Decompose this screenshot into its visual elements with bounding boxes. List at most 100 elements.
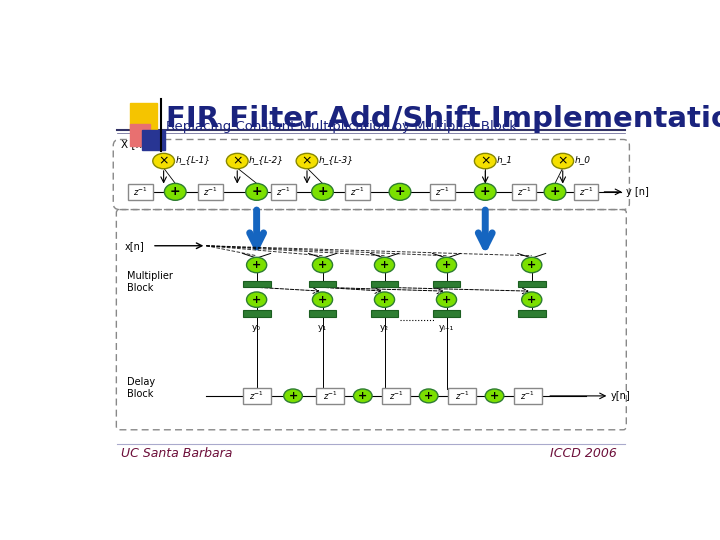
Bar <box>431 184 455 200</box>
Bar <box>198 184 222 200</box>
Text: $z^{-1}$: $z^{-1}$ <box>203 186 217 198</box>
Ellipse shape <box>419 389 438 403</box>
Text: $z^{-1}$: $z^{-1}$ <box>516 186 531 198</box>
Ellipse shape <box>246 257 266 273</box>
Text: +: + <box>480 185 490 198</box>
Text: yₗ₋₁: yₗ₋₁ <box>439 323 454 332</box>
Text: y₁: y₁ <box>318 323 327 332</box>
Ellipse shape <box>544 184 566 200</box>
Bar <box>243 281 271 287</box>
Bar <box>382 388 410 403</box>
Text: ×: × <box>158 154 169 167</box>
Ellipse shape <box>436 292 456 307</box>
Text: +: + <box>549 185 560 198</box>
Text: y₂: y₂ <box>380 323 389 332</box>
Bar <box>128 184 153 200</box>
Bar <box>574 184 598 200</box>
Text: ×: × <box>480 154 490 167</box>
Bar <box>512 184 536 200</box>
Bar <box>309 281 336 287</box>
Bar <box>130 124 150 146</box>
Bar <box>514 388 542 403</box>
Text: h_{L-1}: h_{L-1} <box>175 155 210 164</box>
Text: +: + <box>170 185 181 198</box>
Text: $z^{-1}$: $z^{-1}$ <box>249 390 264 402</box>
Text: +: + <box>442 295 451 305</box>
Text: +: + <box>395 185 405 198</box>
Bar <box>130 103 158 130</box>
Ellipse shape <box>312 292 333 307</box>
Text: y[n]: y[n] <box>611 391 631 401</box>
Text: +: + <box>442 260 451 270</box>
Ellipse shape <box>153 153 174 168</box>
Text: +: + <box>252 295 261 305</box>
Bar <box>309 310 336 316</box>
Ellipse shape <box>474 153 496 168</box>
Text: +: + <box>251 185 262 198</box>
Text: $z^{-1}$: $z^{-1}$ <box>435 186 450 198</box>
Bar <box>371 281 398 287</box>
Text: X [n]: X [n] <box>121 139 146 150</box>
Text: y [n]: y [n] <box>626 187 649 197</box>
Ellipse shape <box>485 389 504 403</box>
Ellipse shape <box>474 184 496 200</box>
Text: h_0: h_0 <box>575 155 590 164</box>
Bar <box>243 388 271 403</box>
Bar <box>243 310 271 316</box>
Text: h_{L-3}: h_{L-3} <box>319 155 354 164</box>
Text: y₀: y₀ <box>252 323 261 332</box>
Text: +: + <box>252 260 261 270</box>
Text: $z^{-1}$: $z^{-1}$ <box>133 186 148 198</box>
Ellipse shape <box>164 184 186 200</box>
Text: UC Santa Barbara: UC Santa Barbara <box>121 447 233 460</box>
Text: $z^{-1}$: $z^{-1}$ <box>276 186 291 198</box>
Bar <box>518 310 546 316</box>
Ellipse shape <box>312 257 333 273</box>
Text: +: + <box>318 260 327 270</box>
Ellipse shape <box>354 389 372 403</box>
Ellipse shape <box>246 184 267 200</box>
Text: Replacing Constant Multiplication by Multiplier Block: Replacing Constant Multiplication by Mul… <box>166 120 517 133</box>
Ellipse shape <box>374 292 395 307</box>
Ellipse shape <box>522 292 542 307</box>
Text: +: + <box>490 391 499 401</box>
Ellipse shape <box>226 153 248 168</box>
Text: +: + <box>380 260 389 270</box>
Ellipse shape <box>436 257 456 273</box>
Text: ×: × <box>557 154 568 167</box>
Bar <box>371 310 398 316</box>
Text: Multiplier
Block: Multiplier Block <box>127 271 173 293</box>
Text: $z^{-1}$: $z^{-1}$ <box>521 390 535 402</box>
Ellipse shape <box>246 292 266 307</box>
Text: ×: × <box>302 154 312 167</box>
Text: h_{L-2}: h_{L-2} <box>249 155 284 164</box>
Text: x[n]: x[n] <box>125 241 145 251</box>
Text: $z^{-1}$: $z^{-1}$ <box>323 390 338 402</box>
Ellipse shape <box>552 153 574 168</box>
Ellipse shape <box>296 153 318 168</box>
Text: ×: × <box>232 154 243 167</box>
Bar <box>345 184 370 200</box>
Bar <box>433 281 461 287</box>
Text: ICCD 2006: ICCD 2006 <box>550 447 617 460</box>
Ellipse shape <box>312 184 333 200</box>
Text: $z^{-1}$: $z^{-1}$ <box>454 390 469 402</box>
Text: $z^{-1}$: $z^{-1}$ <box>350 186 365 198</box>
Bar <box>316 388 344 403</box>
Ellipse shape <box>284 389 302 403</box>
Text: +: + <box>380 295 389 305</box>
Bar <box>142 130 165 150</box>
Text: $z^{-1}$: $z^{-1}$ <box>389 390 404 402</box>
Text: FIR Filter Add/Shift Implementation: FIR Filter Add/Shift Implementation <box>166 105 720 133</box>
Text: +: + <box>289 391 297 401</box>
Ellipse shape <box>389 184 411 200</box>
Bar <box>448 388 476 403</box>
Text: ...: ... <box>387 185 397 195</box>
Bar <box>518 281 546 287</box>
Text: $z^{-1}$: $z^{-1}$ <box>579 186 593 198</box>
Bar <box>271 184 296 200</box>
Text: +: + <box>318 295 327 305</box>
Text: +: + <box>424 391 433 401</box>
Ellipse shape <box>374 257 395 273</box>
Text: +: + <box>358 391 367 401</box>
